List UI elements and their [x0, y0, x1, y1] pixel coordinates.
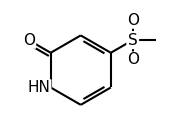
Text: HN: HN — [28, 80, 51, 95]
Text: O: O — [23, 33, 36, 48]
Text: O: O — [127, 52, 139, 67]
Text: S: S — [128, 33, 138, 48]
Text: O: O — [127, 13, 139, 28]
